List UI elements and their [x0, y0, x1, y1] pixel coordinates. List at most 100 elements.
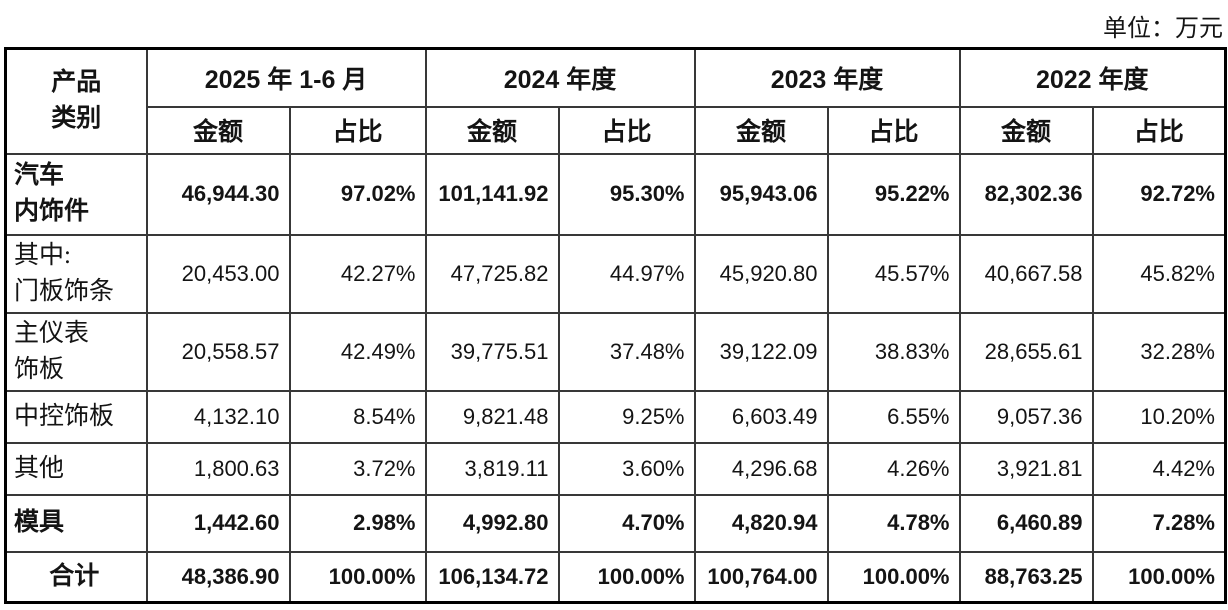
row-label-cell: 模具 [4, 493, 148, 553]
share-cell: 44.97% [557, 233, 696, 314]
row-label-line: 内饰件 [14, 198, 90, 225]
share-cell: 92.72% [1091, 152, 1227, 236]
share-header: 占比 [1091, 105, 1227, 155]
share-cell: 95.22% [826, 152, 961, 236]
share-cell: 37.48% [557, 311, 696, 392]
amount-cell: 28,655.61 [958, 311, 1094, 392]
share-cell: 100.00% [1091, 550, 1227, 604]
header-row-periods: 产品 类别 2025 年 1-6 月 2024 年度 2023 年度 2022 … [4, 47, 1227, 155]
row-label-cell: 其他 [4, 441, 148, 496]
product-category-line1: 产品 [51, 69, 102, 97]
share-cell: 42.27% [288, 233, 427, 314]
amount-cell: 9,057.36 [958, 389, 1094, 444]
amount-cell: 40,667.58 [958, 233, 1094, 314]
share-cell: 42.49% [288, 311, 427, 392]
period-header-2024: 2024 年度 [424, 47, 696, 108]
row-label-cell: 汽车 内饰件 [4, 152, 148, 236]
amount-header: 金额 [693, 105, 829, 155]
amount-cell: 4,992.80 [424, 493, 560, 553]
share-cell: 2.98% [288, 493, 427, 553]
period-header-2022: 2022 年度 [958, 47, 1227, 108]
table-row-molds: 模具 1,442.60 2.98% 4,992.80 4.70% 4,820.9… [4, 493, 1227, 553]
amount-cell: 39,775.51 [424, 311, 560, 392]
period-header-2025h1: 2025 年 1-6 月 [145, 47, 427, 108]
amount-cell: 106,134.72 [424, 550, 560, 604]
share-cell: 4.70% [557, 493, 696, 553]
share-cell: 32.28% [1091, 311, 1227, 392]
product-category-line2: 类别 [51, 105, 102, 133]
share-cell: 95.30% [557, 152, 696, 236]
amount-cell: 101,141.92 [424, 152, 560, 236]
table-row-other: 其他 1,800.63 3.72% 3,819.11 3.60% 4,296.6… [4, 441, 1227, 496]
share-cell: 100.00% [288, 550, 427, 604]
amount-cell: 48,386.90 [145, 550, 291, 604]
product-category-header: 产品 类别 [4, 47, 148, 155]
share-header: 占比 [826, 105, 961, 155]
row-label-line: 其他 [14, 454, 65, 482]
share-cell: 100.00% [557, 550, 696, 604]
amount-cell: 9,821.48 [424, 389, 560, 444]
share-cell: 4.78% [826, 493, 961, 553]
share-cell: 6.55% [826, 389, 961, 444]
share-cell: 3.60% [557, 441, 696, 496]
row-label-line: 其中: [14, 241, 71, 269]
amount-cell: 20,558.57 [145, 311, 291, 392]
amount-header: 金额 [958, 105, 1094, 155]
amount-header: 金额 [145, 105, 291, 155]
share-cell: 9.25% [557, 389, 696, 444]
row-label-cell: 其中: 门板饰条 [4, 233, 148, 314]
table-row-center-control: 中控饰板 4,132.10 8.54% 9,821.48 9.25% 6,603… [4, 389, 1227, 444]
row-label-cell: 合计 [4, 550, 148, 604]
table-row-door-trim: 其中: 门板饰条 20,453.00 42.27% 47,725.82 44.9… [4, 233, 1227, 314]
amount-cell: 45,920.80 [693, 233, 829, 314]
row-label-line: 主仪表 [14, 319, 90, 347]
table-row-auto-interior: 汽车 内饰件 46,944.30 97.02% 101,141.92 95.30… [4, 152, 1227, 236]
row-label-line: 门板饰条 [14, 277, 115, 305]
amount-cell: 6,460.89 [958, 493, 1094, 553]
amount-cell: 88,763.25 [958, 550, 1094, 604]
amount-cell: 95,943.06 [693, 152, 829, 236]
amount-cell: 4,132.10 [145, 389, 291, 444]
amount-cell: 4,296.68 [693, 441, 829, 496]
amount-header: 金额 [424, 105, 560, 155]
row-label-line: 模具 [14, 509, 65, 536]
share-cell: 97.02% [288, 152, 427, 236]
table-row-instrument-panel: 主仪表 饰板 20,558.57 42.49% 39,775.51 37.48%… [4, 311, 1227, 392]
amount-cell: 100,764.00 [693, 550, 829, 604]
row-label-line: 饰板 [14, 355, 65, 383]
share-cell: 4.26% [826, 441, 961, 496]
amount-cell: 1,800.63 [145, 441, 291, 496]
share-cell: 10.20% [1091, 389, 1227, 444]
amount-cell: 82,302.36 [958, 152, 1094, 236]
amount-cell: 39,122.09 [693, 311, 829, 392]
share-header: 占比 [557, 105, 696, 155]
amount-cell: 46,944.30 [145, 152, 291, 236]
row-label-cell: 主仪表 饰板 [4, 311, 148, 392]
amount-cell: 47,725.82 [424, 233, 560, 314]
share-cell: 38.83% [826, 311, 961, 392]
amount-cell: 3,921.81 [958, 441, 1094, 496]
financial-table: 产品 类别 2025 年 1-6 月 2024 年度 2023 年度 2022 … [4, 47, 1227, 604]
header-row-measures: 金额 占比 金额 占比 金额 占比 金额 占比 [6, 105, 1227, 155]
share-cell: 8.54% [288, 389, 427, 444]
share-header: 占比 [288, 105, 427, 155]
row-label-line: 汽车 [14, 162, 65, 189]
share-cell: 3.72% [288, 441, 427, 496]
amount-cell: 20,453.00 [145, 233, 291, 314]
period-header-2023: 2023 年度 [693, 47, 961, 108]
row-label-cell: 中控饰板 [4, 389, 148, 444]
share-cell: 7.28% [1091, 493, 1227, 553]
share-cell: 4.42% [1091, 441, 1227, 496]
amount-cell: 1,442.60 [145, 493, 291, 553]
share-cell: 45.82% [1091, 233, 1227, 314]
amount-cell: 6,603.49 [693, 389, 829, 444]
row-label-line: 中控饰板 [14, 402, 115, 430]
row-label-line: 合计 [49, 562, 100, 590]
amount-cell: 4,820.94 [693, 493, 829, 553]
unit-label: 单位：万元 [1103, 16, 1223, 42]
share-cell: 45.57% [826, 233, 961, 314]
share-cell: 100.00% [826, 550, 961, 604]
amount-cell: 3,819.11 [424, 441, 560, 496]
table-row-total: 合计 48,386.90 100.00% 106,134.72 100.00% … [4, 550, 1227, 604]
